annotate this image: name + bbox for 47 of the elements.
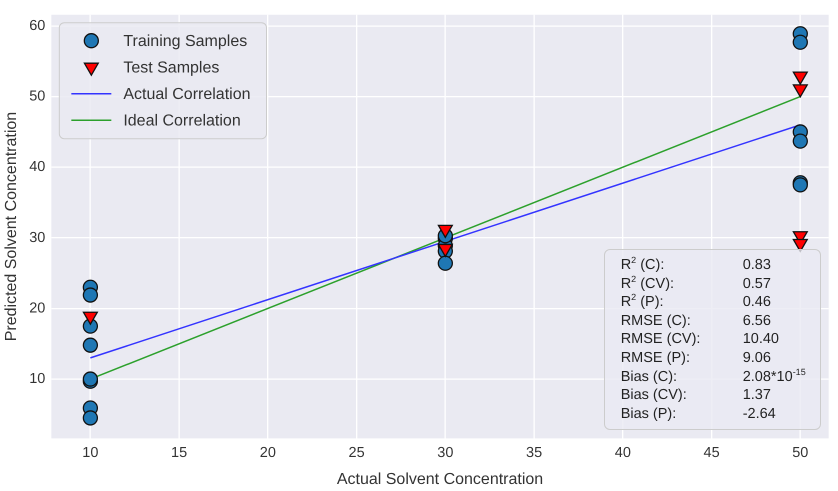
point xyxy=(82,338,98,353)
annotation: Bias (P): xyxy=(620,404,678,424)
annotation: 0.83 xyxy=(742,256,772,275)
annotation: 0.46 xyxy=(742,293,772,312)
annotation: 10.40 xyxy=(742,330,780,350)
x-tick-label: 30 xyxy=(437,445,454,462)
x-tick-label: 50 xyxy=(792,445,808,462)
x-tick-label: 10 xyxy=(82,445,98,462)
y-tick-label: 50 xyxy=(29,88,46,105)
point xyxy=(82,410,98,426)
annotation: R$^{2}$ (P): xyxy=(620,292,665,312)
y-tick-label: 40 xyxy=(29,159,46,176)
legend-label: Actual Correlation xyxy=(123,86,250,104)
annotation: Bias (C): xyxy=(620,368,678,386)
y-tick-label: 30 xyxy=(29,230,46,246)
point xyxy=(792,133,808,149)
annotation: R$^{2}$ (C): xyxy=(620,255,666,275)
annotation: RMSE (P): xyxy=(620,349,691,368)
point xyxy=(792,177,808,193)
x-tick-label: 25 xyxy=(348,445,365,462)
point xyxy=(792,34,808,50)
x-tick-label: 35 xyxy=(526,445,542,462)
y-tick-label: 10 xyxy=(29,371,46,388)
legend-label: Training Samples xyxy=(123,33,248,50)
annotation: Bias (CV): xyxy=(620,386,688,405)
x-tick-label: 40 xyxy=(614,445,631,462)
x-tick-label: 15 xyxy=(171,445,188,462)
legend-label: Ideal Correlation xyxy=(123,112,241,130)
x-tick-label: 45 xyxy=(703,445,720,462)
annotation: 6.56 xyxy=(742,312,772,330)
y-tick-label: 20 xyxy=(29,300,46,316)
annotation: R$^{2}$ (CV): xyxy=(620,274,676,294)
annotation: -2.64 xyxy=(742,404,777,424)
annotation: RMSE (CV): xyxy=(620,330,702,350)
y-tick-label: 60 xyxy=(29,18,46,34)
annotation: RMSE (C): xyxy=(620,312,692,330)
point xyxy=(82,371,98,387)
annotation: 2.08*10$^{-15}$ xyxy=(742,366,806,386)
annotation: 0.57 xyxy=(742,274,772,294)
legend-label: Test Samples xyxy=(123,60,220,77)
annotation: 9.06 xyxy=(742,349,772,368)
x-axis-title: Actual Solvent Concentration xyxy=(336,470,544,488)
point xyxy=(438,256,453,271)
annotation: 1.37 xyxy=(742,386,772,405)
x-tick-label: 20 xyxy=(260,445,276,462)
y-axis-title: Predicted Solvent Concentration xyxy=(3,112,20,342)
point xyxy=(82,287,98,303)
